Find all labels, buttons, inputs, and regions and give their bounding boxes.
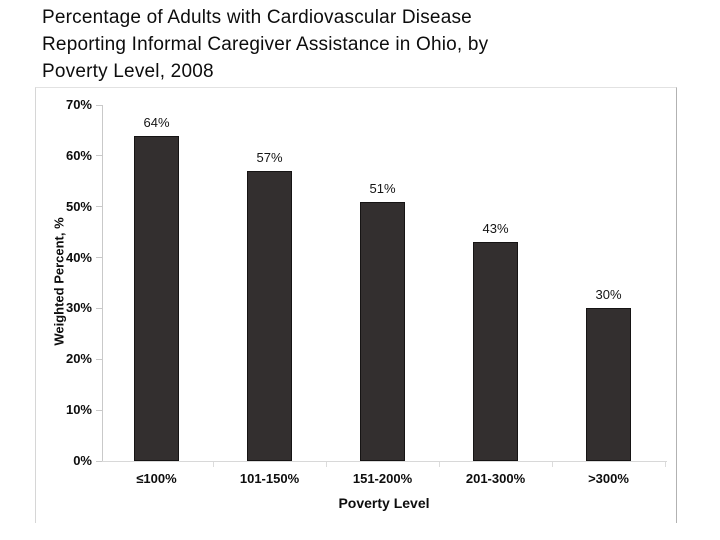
chart-placeholder-frame xyxy=(35,87,677,523)
y-axis-title: Weighted Percent, % xyxy=(51,217,67,346)
x-axis-title: Poverty Level xyxy=(338,495,430,511)
chart-title-line-3: Poverty Level, 2008 xyxy=(42,61,214,82)
chart-title-line-2: Reporting Informal Caregiver Assistance … xyxy=(42,34,489,55)
chart-title-line-1: Percentage of Adults with Cardiovascular… xyxy=(42,7,472,28)
chart-title: Percentage of Adults with Cardiovascular… xyxy=(42,4,682,85)
